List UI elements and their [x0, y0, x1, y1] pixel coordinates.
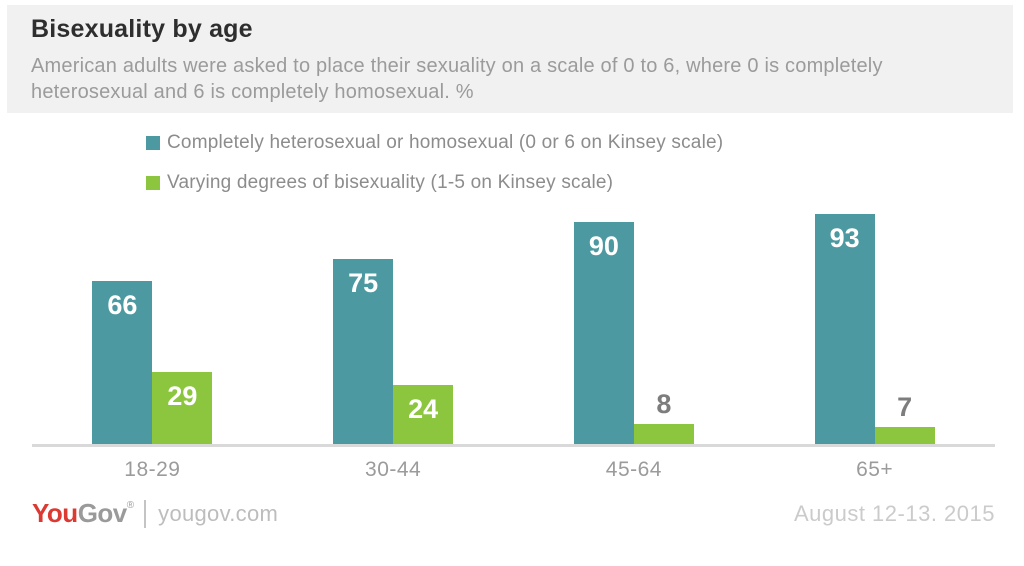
bar-series0-18-29: 66	[92, 281, 153, 444]
chart-group-18-29: 66 29 18-29	[32, 197, 273, 482]
bar-value-label: 93	[829, 223, 860, 253]
bar-pair: 66 29	[92, 197, 213, 444]
chart-group-45-64: 90 8 45-64	[514, 197, 755, 482]
bar-series1-18-29: 29	[152, 372, 213, 444]
bar-value-label: 75	[348, 268, 379, 298]
bar-series1-45-64	[633, 424, 694, 444]
chart-title: Bisexuality by age	[31, 15, 253, 43]
x-axis-label: 18-29	[124, 458, 181, 481]
bar-value-label: 8	[656, 389, 672, 419]
bar-value-label: 66	[107, 290, 138, 320]
bar-pair: 93 7	[814, 197, 935, 444]
bar-holder: 8	[633, 389, 694, 444]
legend-item-bisexual: Varying degrees of bisexuality (1-5 on K…	[146, 172, 723, 193]
bar-holder: 75	[333, 259, 394, 444]
bar-holder: 24	[393, 385, 454, 444]
legend-label-heterosexual: Completely heterosexual or homosexual (0…	[167, 132, 724, 153]
x-axis-label: 65+	[856, 458, 894, 481]
footer-site-url: yougov.com	[158, 500, 279, 526]
bar-holder: 90	[573, 222, 634, 444]
bar-series0-65+: 93	[814, 214, 875, 444]
plot-area: 66 29 18-29 75 24 30-44 90 8 45-64 93 7 65+	[32, 197, 995, 482]
logo-you-text: You	[32, 498, 78, 528]
bar-series0-30-44: 75	[333, 259, 394, 444]
bar-pair: 75 24	[333, 197, 454, 444]
legend: Completely heterosexual or homosexual (0…	[146, 132, 724, 213]
chart-footer: You Gov ® yougov.com August 12-13. 2015	[32, 498, 995, 529]
logo-gov-text: Gov	[77, 498, 128, 528]
bar-value-label: 7	[897, 392, 913, 422]
bar-series1-30-44: 24	[393, 385, 454, 444]
bar-value-label: 29	[167, 381, 198, 411]
footer-date: August 12-13. 2015	[793, 500, 995, 526]
x-axis-label: 45-64	[605, 458, 662, 481]
chart-subtitle: American adults were asked to place thei…	[31, 55, 883, 103]
legend-label-bisexual: Varying degrees of bisexuality (1-5 on K…	[167, 172, 614, 193]
x-axis-label: 30-44	[365, 458, 422, 481]
bar-holder: 93	[814, 214, 875, 444]
chart-group-65+: 93 7 65+	[754, 197, 995, 482]
legend-item-heterosexual: Completely heterosexual or homosexual (0…	[146, 132, 724, 153]
bar-value-label: 90	[588, 231, 619, 261]
bar-series1-65+	[874, 427, 935, 444]
bar-series0-45-64: 90	[573, 222, 634, 444]
bar-value-label: 24	[408, 394, 439, 424]
bar-pair: 90 8	[573, 197, 694, 444]
legend-swatch-teal-icon	[146, 136, 160, 150]
legend-swatch-green-icon	[146, 176, 160, 190]
registered-mark-icon: ®	[126, 500, 135, 511]
bar-holder: 66	[92, 281, 153, 444]
yougov-logo: You Gov ® yougov.com	[32, 498, 278, 529]
chart-group-30-44: 75 24 30-44	[273, 197, 514, 482]
footer-divider	[144, 499, 147, 528]
bar-holder: 29	[152, 372, 213, 444]
bar-holder: 7	[874, 392, 935, 444]
chart-header: Bisexuality by age American adults were …	[7, 5, 1013, 113]
x-axis-line	[32, 444, 995, 447]
